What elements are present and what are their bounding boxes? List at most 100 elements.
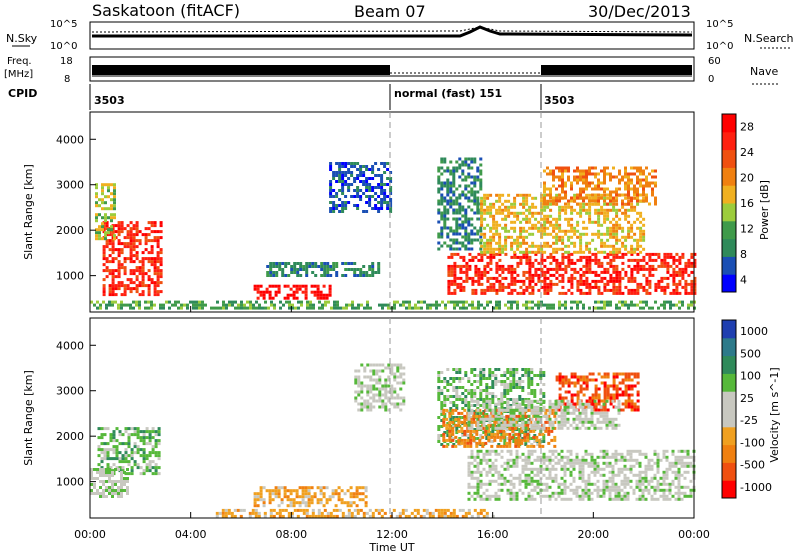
heatmap-cell xyxy=(597,492,600,495)
heatmap-cell xyxy=(624,203,627,206)
heatmap-cell xyxy=(477,271,480,274)
heatmap-cell xyxy=(154,257,157,260)
heatmap-cell xyxy=(471,450,474,453)
heatmap-cell xyxy=(351,307,354,310)
heatmap-cell xyxy=(351,515,354,518)
heatmap-cell xyxy=(102,474,105,477)
heatmap-cell xyxy=(440,158,443,161)
heatmap-cell xyxy=(275,291,278,294)
heatmap-cell xyxy=(491,398,494,401)
heatmap-cell xyxy=(666,459,669,462)
heatmap-cell xyxy=(362,265,365,268)
heatmap-cell xyxy=(504,215,507,218)
heatmap-cell xyxy=(627,495,630,498)
heatmap-cell xyxy=(510,492,513,495)
heatmap-cell xyxy=(501,218,504,221)
heatmap-cell xyxy=(498,307,501,310)
heatmap-cell xyxy=(603,307,606,310)
heatmap-cell xyxy=(146,436,149,439)
heatmap-cell xyxy=(426,509,429,512)
heatmap-cell xyxy=(546,292,549,295)
heatmap-cell xyxy=(573,459,576,462)
heatmap-cell xyxy=(258,515,261,518)
heatmap-cell xyxy=(154,269,157,272)
heatmap-cell xyxy=(639,477,642,480)
heatmap-cell xyxy=(368,204,371,207)
heatmap-cell xyxy=(507,265,510,268)
heatmap-cell xyxy=(690,292,693,295)
heatmap-cell xyxy=(146,442,149,445)
heatmap-cell xyxy=(276,512,279,515)
heatmap-cell xyxy=(516,256,519,259)
heatmap-cell xyxy=(636,480,639,483)
heatmap-cell xyxy=(473,368,476,371)
heatmap-cell xyxy=(579,465,582,468)
heatmap-cell xyxy=(438,304,441,307)
heatmap-cell xyxy=(110,183,113,186)
heatmap-cell xyxy=(470,218,473,221)
heatmap-cell xyxy=(654,200,657,203)
heatmap-cell xyxy=(443,386,446,389)
heatmap-cell xyxy=(618,224,621,227)
heatmap-cell xyxy=(642,489,645,492)
heatmap-cell xyxy=(471,453,474,456)
heatmap-cell xyxy=(645,456,648,459)
heatmap-cell xyxy=(669,256,672,259)
heatmap-cell xyxy=(672,450,675,453)
heatmap-cell xyxy=(257,291,260,294)
heatmap-cell xyxy=(544,430,547,433)
heatmap-cell xyxy=(526,424,529,427)
heatmap-cell xyxy=(654,462,657,465)
heatmap-cell xyxy=(510,480,513,483)
heatmap-cell xyxy=(151,221,154,224)
heatmap-cell xyxy=(588,474,591,477)
heatmap-cell xyxy=(492,495,495,498)
heatmap-cell xyxy=(465,301,468,304)
heatmap-cell xyxy=(684,471,687,474)
heatmap-cell xyxy=(127,245,130,248)
heatmap-cell xyxy=(463,445,466,448)
heatmap-cell xyxy=(139,260,142,263)
heatmap-cell xyxy=(504,253,507,256)
power-ylabel: Slant Range [km] xyxy=(22,164,35,260)
heatmap-cell xyxy=(323,285,326,288)
heatmap-cell xyxy=(546,203,549,206)
heatmap-cell xyxy=(606,256,609,259)
heatmap-cell xyxy=(561,274,564,277)
heatmap-cell xyxy=(123,304,126,307)
heatmap-cell xyxy=(550,430,553,433)
heatmap-cell xyxy=(142,290,145,293)
heatmap-cell xyxy=(290,498,293,501)
heatmap-cell xyxy=(531,197,534,200)
heatmap-cell xyxy=(134,433,137,436)
heatmap-cell xyxy=(329,498,332,501)
heatmap-cell xyxy=(525,230,528,233)
heatmap-cell xyxy=(546,489,549,492)
heatmap-cell xyxy=(177,301,180,304)
heatmap-cell xyxy=(476,209,479,212)
heatmap-cell xyxy=(366,304,369,307)
heatmap-cell xyxy=(483,459,486,462)
heatmap-cell xyxy=(603,489,606,492)
heatmap-cell xyxy=(582,191,585,194)
heatmap-cell xyxy=(296,274,299,277)
heatmap-cell xyxy=(467,164,470,167)
heatmap-cell xyxy=(254,288,257,291)
colorbar-tick-label: 12 xyxy=(740,222,754,235)
heatmap-cell xyxy=(546,218,549,221)
heatmap-cell xyxy=(630,268,633,271)
heatmap-cell xyxy=(483,268,486,271)
heatmap-cell xyxy=(450,268,453,271)
heatmap-cell xyxy=(437,170,440,173)
heatmap-cell xyxy=(530,371,533,374)
heatmap-cell xyxy=(663,483,666,486)
colorbar-swatch xyxy=(722,221,736,239)
heatmap-cell xyxy=(353,165,356,168)
heatmap-cell xyxy=(480,486,483,489)
heatmap-cell xyxy=(108,492,111,495)
heatmap-cell xyxy=(468,265,471,268)
heatmap-cell xyxy=(103,254,106,257)
heatmap-cell xyxy=(257,495,260,498)
heatmap-cell xyxy=(576,489,579,492)
heatmap-cell xyxy=(509,374,512,377)
